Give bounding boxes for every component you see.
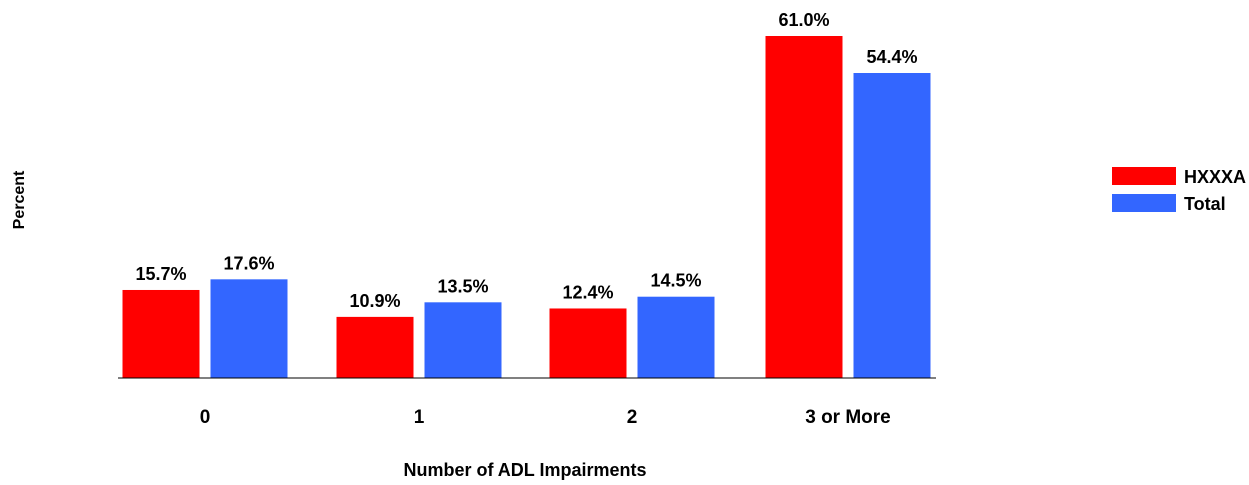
bar-hxxxa-3 (765, 36, 843, 378)
legend: HXXXA Total (1112, 167, 1246, 214)
bar-hxxxa-2 (549, 308, 627, 378)
bar-total-0 (210, 279, 288, 378)
legend-swatch-total (1112, 194, 1176, 212)
bar-total-2 (637, 296, 715, 378)
legend-label-total: Total (1184, 194, 1226, 214)
data-label-total-2: 14.5% (650, 271, 701, 291)
data-label-hxxxa-3: 61.0% (778, 10, 829, 30)
data-label-hxxxa-2: 12.4% (562, 282, 613, 302)
bars-group (122, 36, 931, 378)
bar-hxxxa-1 (336, 316, 414, 378)
y-axis-title: Percent (11, 170, 28, 229)
x-tick-label-1: 1 (414, 407, 425, 428)
data-label-hxxxa-1: 10.9% (349, 291, 400, 311)
legend-swatch-hxxxa (1112, 167, 1176, 185)
bar-total-1 (424, 302, 502, 378)
data-label-hxxxa-0: 15.7% (135, 264, 186, 284)
x-tick-label-0: 0 (200, 407, 211, 428)
x-tick-labels-group: 0 1 2 3 or More (200, 407, 891, 428)
x-tick-label-3: 3 or More (805, 407, 891, 428)
data-label-total-3: 54.4% (866, 47, 917, 67)
x-axis-title: Number of ADL Impairments (403, 460, 646, 480)
data-label-total-1: 13.5% (437, 276, 488, 296)
bar-hxxxa-0 (122, 289, 200, 378)
bar-total-3 (853, 73, 931, 378)
x-tick-label-2: 2 (627, 407, 638, 428)
value-labels-group: 15.7% 17.6% 10.9% 13.5% 12.4% 14.5% 61.0% 54.4% (135, 10, 917, 311)
legend-label-hxxxa: HXXXA (1184, 167, 1246, 187)
data-label-total-0: 17.6% (223, 253, 274, 273)
